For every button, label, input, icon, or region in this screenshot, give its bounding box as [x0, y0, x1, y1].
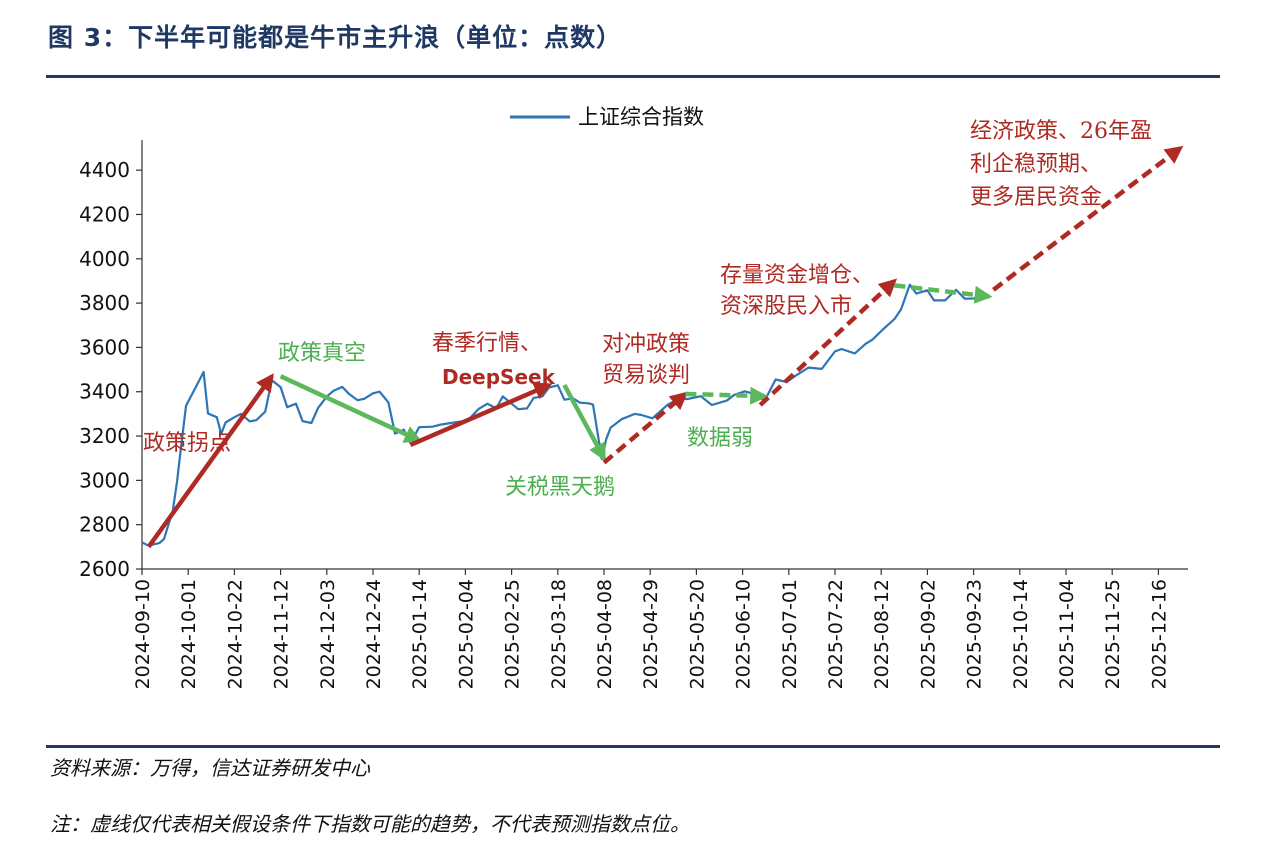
x-tick-label: 2024-12-03 [317, 579, 339, 689]
x-tick-label: 2024-10-22 [224, 579, 246, 689]
x-tick-label: 2025-02-04 [455, 579, 477, 689]
legend-label: 上证综合指数 [578, 105, 704, 129]
series-layer [141, 283, 981, 547]
x-tick-label: 2025-02-25 [502, 579, 524, 689]
trend-arrow-4 [562, 384, 606, 462]
shanghai-index-chart: 2600 2800 3000 3200 3400 3600 3800 4000 4200 4400… [79, 105, 1188, 689]
x-tick-label: 2025-08-12 [871, 579, 893, 689]
annotation-6-line-1: 数据弱 [687, 426, 753, 451]
x-tick-label: 2025-03-18 [548, 579, 570, 689]
x-tick-label: 2024-11-12 [271, 579, 293, 689]
annotation-8-line-3: 更多居民资金 [970, 185, 1102, 210]
x-tick-label: 2025-11-04 [1056, 579, 1078, 689]
annotation-5-line-2: 贸易谈判 [602, 363, 690, 388]
x-tick-label: 2025-06-10 [733, 579, 755, 689]
x-tick-label: 2025-10-14 [1010, 579, 1032, 689]
x-tick-label: 2025-09-23 [964, 579, 986, 689]
trend-arrow-5 [602, 391, 689, 465]
trend-arrow-3 [409, 382, 553, 447]
trend-arrows [146, 145, 1184, 549]
bottom-divider [46, 745, 1220, 748]
annotation-7-line-1: 存量资金增仓、 [720, 263, 874, 288]
annotation-4-line-1: 关税黑天鹅 [505, 475, 615, 500]
x-tick-label: 2025-11-25 [1102, 579, 1124, 689]
legend: 上证综合指数 [510, 105, 704, 129]
y-tick-label: 2800 [79, 513, 130, 537]
annotation-5-line-1: 对冲政策 [602, 332, 690, 357]
annotation-1-line-1: 政策拐点 [143, 431, 231, 456]
trend-arrow-6 [685, 386, 769, 405]
x-tick-label: 2025-12-16 [1148, 579, 1170, 689]
annotation-3-line-2: DeepSeek [442, 365, 556, 389]
x-tick-label: 2025-04-29 [640, 579, 662, 689]
x-tick-label: 2025-04-08 [594, 579, 616, 689]
disclaimer-note: 注：虚线仅代表相关假设条件下指数可能的趋势，不代表预测指数点位。 [50, 812, 690, 836]
trend-arrow-7 [758, 278, 898, 407]
x-tick-label: 2025-07-01 [779, 579, 801, 689]
y-tick-label: 2600 [79, 557, 130, 581]
x-tick-label: 2024-12-24 [363, 579, 385, 689]
y-tick-label: 3600 [79, 335, 130, 359]
top-divider [46, 75, 1220, 78]
x-tick-label: 2024-10-01 [178, 579, 200, 689]
axes: 2600 2800 3000 3200 3400 3600 3800 4000 4200 4400… [79, 140, 1188, 689]
y-tick-label: 3800 [79, 291, 130, 315]
annotation-2-line-1: 政策真空 [278, 341, 366, 366]
annotation-7-line-2: 资深股民入市 [720, 294, 852, 319]
figure-title: 图 3：下半年可能都是牛市主升浪（单位：点数） [48, 23, 623, 52]
trend-arrow-1 [146, 373, 274, 549]
y-tick-label: 3400 [79, 380, 130, 404]
x-tick-label: 2025-07-22 [825, 579, 847, 689]
trend-arrow-2 [279, 374, 423, 443]
annotation-8-line-2: 利企稳预期、 [970, 152, 1102, 177]
y-tick-label: 4200 [79, 202, 130, 226]
series-line-shanghai-composite [141, 283, 981, 547]
x-tick-label: 2025-01-14 [409, 579, 431, 689]
x-tick-label: 2025-05-20 [686, 579, 708, 689]
x-tick-label: 2024-09-10 [132, 579, 154, 689]
source-note: 资料来源：万得，信达证券研发中心 [50, 756, 370, 780]
y-tick-label: 4400 [79, 158, 130, 182]
trend-arrow-9 [992, 145, 1184, 292]
annotation-3-line-1: 春季行情、 [432, 331, 542, 356]
y-tick-label: 4000 [79, 247, 130, 271]
y-tick-label: 3200 [79, 424, 130, 448]
annotation-8-line-1: 经济政策、26年盈 [970, 119, 1152, 144]
y-tick-label: 3000 [79, 468, 130, 492]
x-tick-label: 2025-09-02 [917, 579, 939, 689]
